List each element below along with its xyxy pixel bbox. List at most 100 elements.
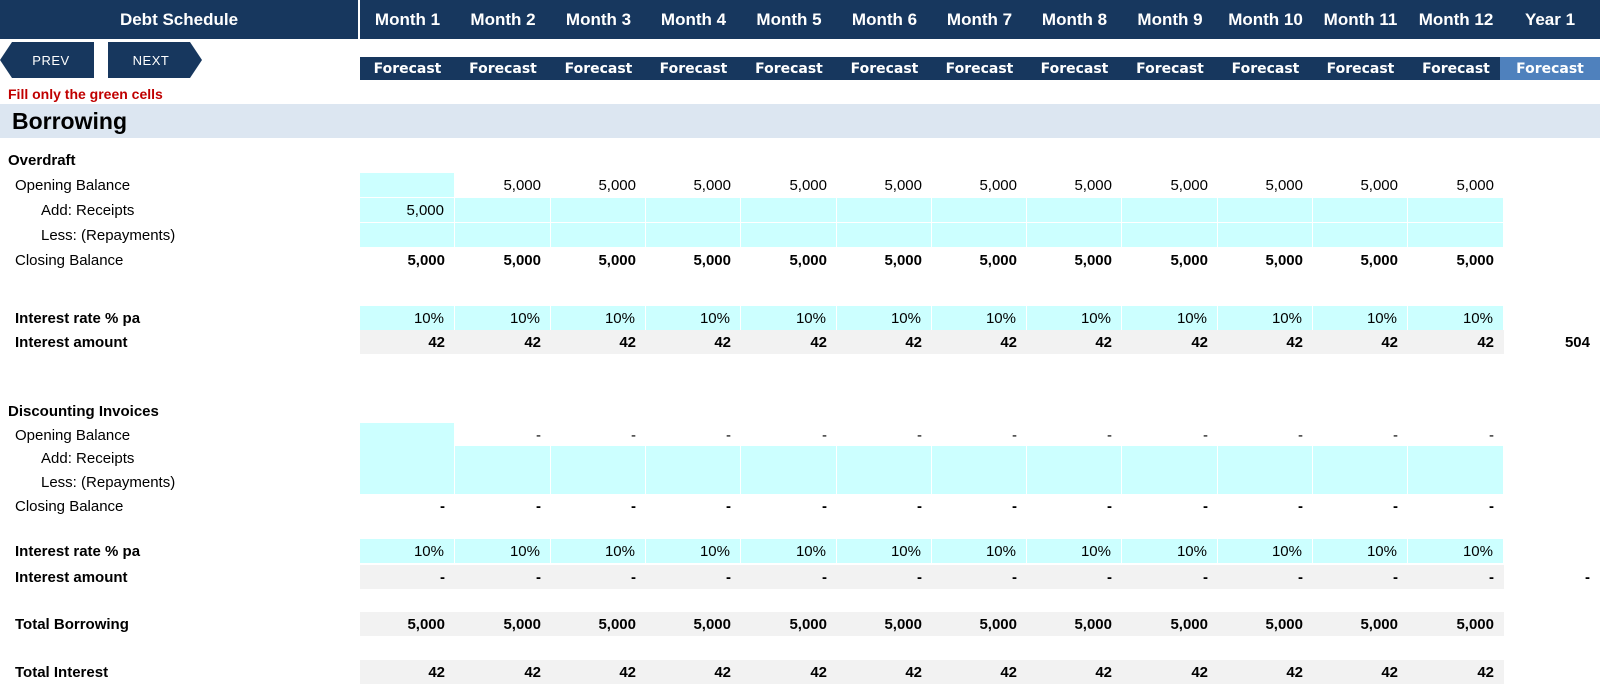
discounting-receipts-cell[interactable]	[646, 446, 741, 470]
overdraft-interest-cell: 42	[714, 333, 731, 351]
discounting-repayments-cell[interactable]	[1027, 470, 1122, 494]
overdraft-receipts-cell[interactable]	[837, 198, 932, 222]
discounting-opening-cell: -	[1203, 426, 1208, 444]
discounting-rate-cell[interactable]: 10%	[1218, 539, 1313, 563]
forecast-label: Forecast	[837, 57, 932, 80]
discounting-receipts-cell[interactable]	[455, 446, 551, 470]
overdraft-repayments-cell[interactable]	[1313, 223, 1408, 247]
discounting-rate-cell[interactable]: 10%	[455, 539, 551, 563]
month-header: Month 6	[837, 0, 932, 39]
overdraft-receipts-cell[interactable]	[455, 198, 551, 222]
discounting-rate-cell[interactable]: 10%	[646, 539, 741, 563]
discounting-opening-cell: -	[631, 426, 636, 444]
overdraft-rate-cell[interactable]: 10%	[741, 306, 837, 330]
discounting-closing-cell: -	[1012, 497, 1017, 515]
overdraft-rate-cell[interactable]: 10%	[360, 306, 455, 330]
overdraft-repayments-cell[interactable]	[551, 223, 646, 247]
discounting-rate-cell[interactable]: 10%	[1027, 539, 1122, 563]
overdraft-repayments-cell[interactable]	[837, 223, 932, 247]
next-button[interactable]: NEXT	[108, 42, 202, 78]
discounting-receipts-cell[interactable]	[837, 446, 932, 470]
overdraft-rate-cell[interactable]: 10%	[1122, 306, 1218, 330]
overdraft-receipts-cell[interactable]	[551, 198, 646, 222]
overdraft-receipts-cell[interactable]	[932, 198, 1027, 222]
overdraft-rate-cell[interactable]: 10%	[1027, 306, 1122, 330]
overdraft-receipts-cell[interactable]	[646, 198, 741, 222]
overdraft-rate-cell[interactable]: 10%	[1218, 306, 1313, 330]
overdraft-rate-cell[interactable]: 10%	[1408, 306, 1504, 330]
discounting-rate-cell[interactable]: 10%	[837, 539, 932, 563]
discounting-receipts-cell[interactable]	[1313, 446, 1408, 470]
overdraft-repayments-cell[interactable]	[1122, 223, 1218, 247]
discounting-rate-cell[interactable]: 10%	[741, 539, 837, 563]
overdraft-repayments-cell[interactable]	[932, 223, 1027, 247]
overdraft-receipts-cell[interactable]	[1218, 198, 1313, 222]
discounting-repayments-cell[interactable]	[932, 470, 1027, 494]
overdraft-receipts-cell[interactable]	[741, 198, 837, 222]
total-borrowing-cell: 5,000	[1265, 615, 1303, 633]
overdraft-interest-cell: 42	[428, 333, 445, 351]
prev-button[interactable]: PREV	[0, 42, 94, 78]
discounting-interest-label: Interest amount	[15, 568, 128, 586]
discounting-repayments-cell[interactable]	[837, 470, 932, 494]
overdraft-repayments-cell[interactable]	[1027, 223, 1122, 247]
discounting-interest-cell: -	[822, 568, 827, 586]
discounting-rate-cell[interactable]: 10%	[1408, 539, 1504, 563]
overdraft-receipts-cell[interactable]	[1027, 198, 1122, 222]
overdraft-closing-cell: 5,000	[1170, 251, 1208, 269]
discounting-repayments-cell[interactable]	[551, 470, 646, 494]
discounting-receipts-cell[interactable]	[551, 446, 646, 470]
discounting-repayments-cell[interactable]	[1122, 470, 1218, 494]
overdraft-rate-cell[interactable]: 10%	[551, 306, 646, 330]
grey-band	[360, 330, 1504, 354]
discounting-rate-cell[interactable]: 10%	[551, 539, 646, 563]
discounting-receipts-cell[interactable]	[1218, 446, 1313, 470]
overdraft-rate-cell[interactable]: 10%	[837, 306, 932, 330]
discounting-rate-cell[interactable]: 10%	[360, 539, 455, 563]
discounting-receipts-cell[interactable]	[1027, 446, 1122, 470]
discounting-repayments-cell[interactable]	[1408, 470, 1504, 494]
discounting-receipts-cell[interactable]	[360, 446, 455, 470]
discounting-repayments-cell[interactable]	[360, 470, 455, 494]
discounting-opening-cell: -	[917, 426, 922, 444]
overdraft-interest-cell: 42	[524, 333, 541, 351]
overdraft-repayments-cell[interactable]	[1408, 223, 1504, 247]
discounting-opening-cell[interactable]	[360, 423, 455, 447]
overdraft-receipts-cell[interactable]	[1313, 198, 1408, 222]
discounting-opening-cell: -	[1012, 426, 1017, 444]
discounting-repayments-cell[interactable]	[741, 470, 837, 494]
forecast-label: Forecast	[741, 57, 837, 80]
overdraft-opening-cell[interactable]	[360, 173, 455, 197]
overdraft-rate-cell[interactable]: 10%	[646, 306, 741, 330]
discounting-repayments-cell[interactable]	[455, 470, 551, 494]
total-interest-cell: 42	[1381, 663, 1398, 681]
discounting-receipts-cell[interactable]	[932, 446, 1027, 470]
overdraft-closing-cell: 5,000	[979, 251, 1017, 269]
overdraft-opening-cell: 5,000	[1360, 176, 1398, 194]
overdraft-rate-cell[interactable]: 10%	[455, 306, 551, 330]
discounting-closing-cell: -	[822, 497, 827, 515]
discounting-opening-cell: -	[1393, 426, 1398, 444]
discounting-repayments-cell[interactable]	[646, 470, 741, 494]
discounting-receipts-cell[interactable]	[1122, 446, 1218, 470]
overdraft-receipts-cell[interactable]: 5,000	[360, 198, 455, 222]
overdraft-repayments-cell[interactable]	[455, 223, 551, 247]
discounting-interest-cell: -	[536, 568, 541, 586]
discounting-receipts-cell[interactable]	[1408, 446, 1504, 470]
discounting-rate-cell[interactable]: 10%	[1313, 539, 1408, 563]
discounting-rate-cell[interactable]: 10%	[1122, 539, 1218, 563]
discounting-rate-cell[interactable]: 10%	[932, 539, 1027, 563]
overdraft-rate-cell[interactable]: 10%	[932, 306, 1027, 330]
overdraft-repayments-cell[interactable]	[741, 223, 837, 247]
overdraft-receipts-cell[interactable]	[1408, 198, 1504, 222]
overdraft-closing-cell: 5,000	[1360, 251, 1398, 269]
overdraft-repayments-cell[interactable]	[646, 223, 741, 247]
overdraft-repayments-cell[interactable]	[1218, 223, 1313, 247]
discounting-repayments-cell[interactable]	[1313, 470, 1408, 494]
overdraft-receipts-cell[interactable]	[1122, 198, 1218, 222]
discounting-receipts-cell[interactable]	[741, 446, 837, 470]
discounting-repayments-cell[interactable]	[1218, 470, 1313, 494]
overdraft-repayments-cell[interactable]	[360, 223, 455, 247]
discounting-closing-cell: -	[917, 497, 922, 515]
overdraft-rate-cell[interactable]: 10%	[1313, 306, 1408, 330]
